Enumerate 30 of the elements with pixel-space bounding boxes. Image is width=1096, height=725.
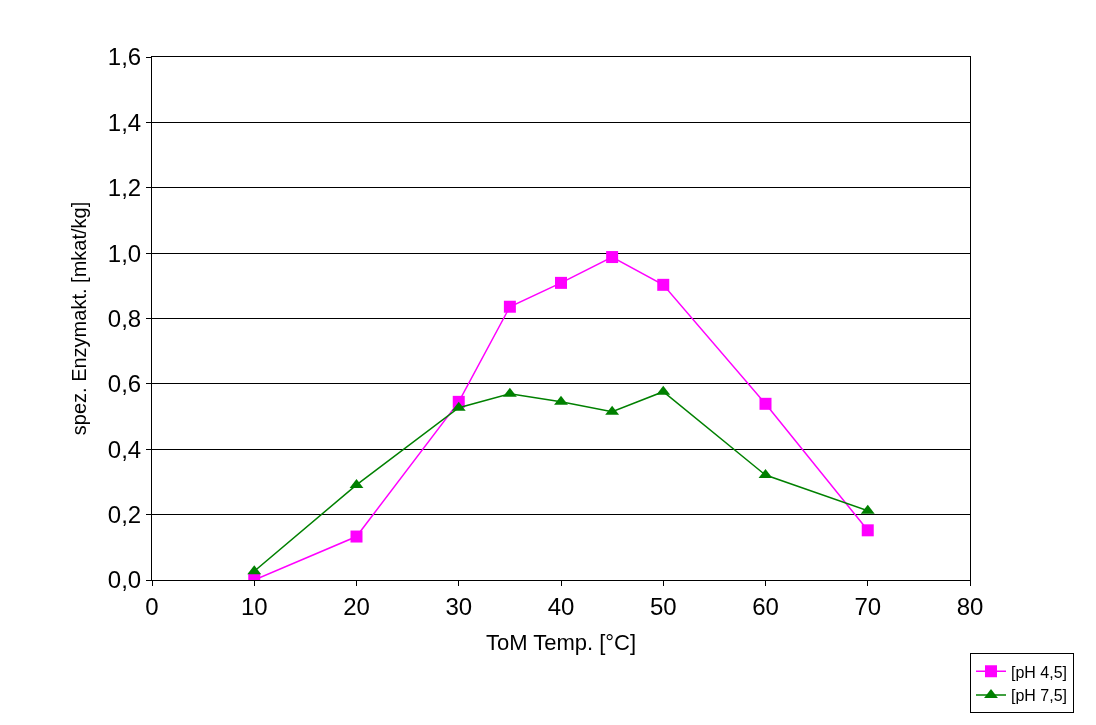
point (861, 524, 874, 537)
y-tick-label: 1,0 (107, 239, 142, 267)
x-tick-label: 70 (854, 592, 882, 620)
y-tick-label: 0,6 (107, 370, 142, 398)
x-tick-label: 10 (240, 592, 268, 620)
y-tick-label: 0,8 (107, 304, 142, 332)
y-tick-label: 0,4 (107, 435, 142, 463)
x-tick-label: 30 (445, 592, 473, 620)
point (554, 395, 568, 405)
point (759, 397, 772, 410)
y-axis-title: spez. Enzymakt. [mkat/kg] (68, 201, 91, 436)
point (606, 251, 619, 264)
x-tick-label: 60 (752, 592, 779, 620)
y-tick-label: 1,6 (107, 43, 142, 71)
x-tick-label: 40 (547, 592, 575, 620)
y-tick-label: 1,4 (107, 108, 142, 136)
legend-label: [pH 4,5] (1011, 663, 1068, 681)
y-tick-label: 1,2 (107, 174, 142, 202)
legend-label: [pH 7,5] (1011, 687, 1068, 705)
point (503, 300, 516, 313)
point (555, 276, 567, 289)
x-tick-label: 50 (649, 592, 677, 620)
y-tick-label: 0,2 (107, 501, 142, 529)
point (657, 278, 670, 291)
x-tick-label: 0 (145, 592, 159, 620)
x-tick-label: 20 (343, 592, 370, 620)
x-tick-label: 80 (956, 592, 984, 620)
point (350, 530, 363, 543)
x-axis-title: ToM Temp. [°C] (485, 629, 637, 655)
y-tick-label: 0,0 (107, 566, 142, 594)
